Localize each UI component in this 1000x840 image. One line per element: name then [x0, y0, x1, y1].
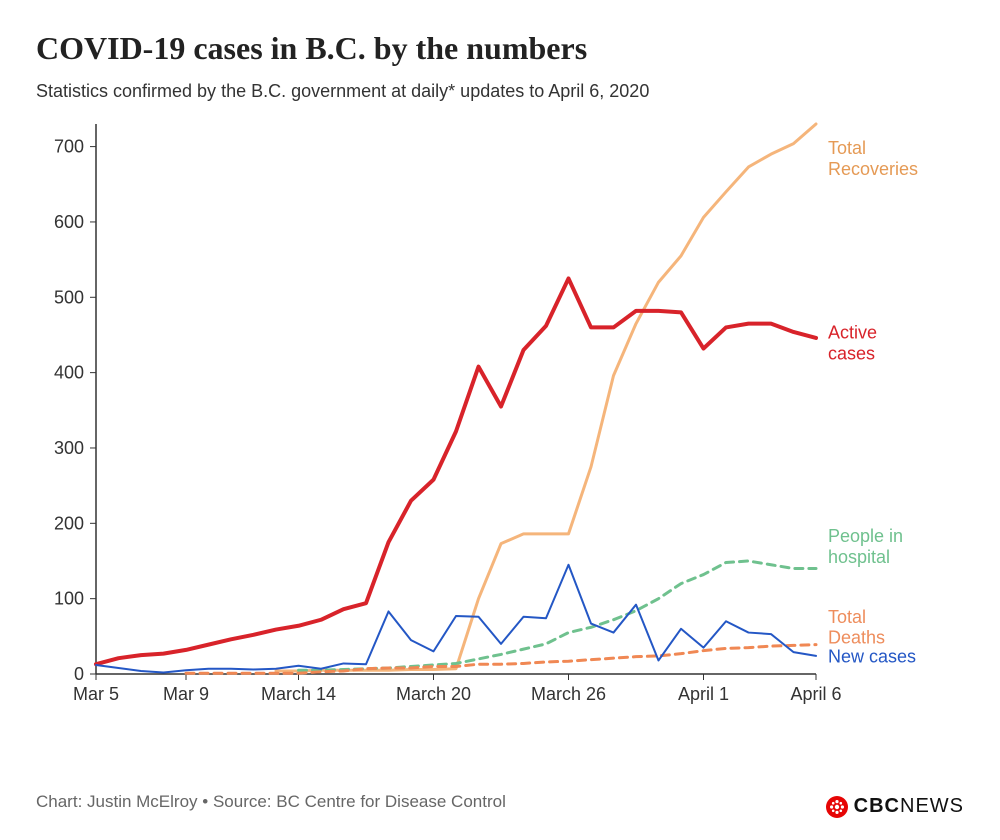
y-tick-label: 100	[54, 588, 84, 608]
series-label-total_recoveries: TotalRecoveries	[828, 138, 918, 179]
y-tick-label: 400	[54, 362, 84, 382]
y-tick-label: 700	[54, 136, 84, 156]
x-tick-label: March 20	[396, 684, 471, 704]
y-tick-label: 500	[54, 287, 84, 307]
series-new_cases	[96, 565, 816, 673]
y-tick-label: 200	[54, 513, 84, 533]
series-label-active_cases: Activecases	[828, 323, 877, 364]
series-label-people_in_hospital: People inhospital	[828, 526, 903, 567]
series-label-new_cases: New cases	[828, 646, 916, 666]
cbc-logo-sub: NEWS	[900, 795, 964, 817]
x-tick-label: March 14	[261, 684, 336, 704]
y-tick-label: 0	[74, 664, 84, 684]
x-tick-label: Mar 5	[73, 684, 119, 704]
x-tick-label: April 1	[678, 684, 729, 704]
x-tick-label: April 6	[790, 684, 841, 704]
page-title: COVID-19 cases in B.C. by the numbers	[36, 30, 964, 67]
y-tick-label: 300	[54, 438, 84, 458]
page: COVID-19 cases in B.C. by the numbers St…	[0, 0, 1000, 840]
chart: 0 100 200 300 400 500 600 700 Mar 5 Mar 9 March 14…	[36, 114, 964, 719]
cbc-logo-brand: CBC	[854, 795, 900, 817]
page-subtitle: Statistics confirmed by the B.C. governm…	[36, 81, 964, 102]
series-active_cases	[96, 278, 816, 664]
cbc-logo-text: CBCNEWS	[854, 795, 964, 818]
x-tick-label: Mar 9	[163, 684, 209, 704]
series-label-total_deaths: TotalDeaths	[828, 607, 885, 648]
y-tick-label: 600	[54, 212, 84, 232]
chart-credit: Chart: Justin McElroy • Source: BC Centr…	[36, 792, 506, 812]
chart-svg: 0 100 200 300 400 500 600 700 Mar 5 Mar 9 March 14…	[36, 114, 966, 714]
series-total_recoveries	[276, 124, 816, 671]
cbc-logo: CBCNEWS	[826, 795, 964, 818]
cbc-gem-icon	[826, 796, 848, 818]
x-tick-label: March 26	[531, 684, 606, 704]
